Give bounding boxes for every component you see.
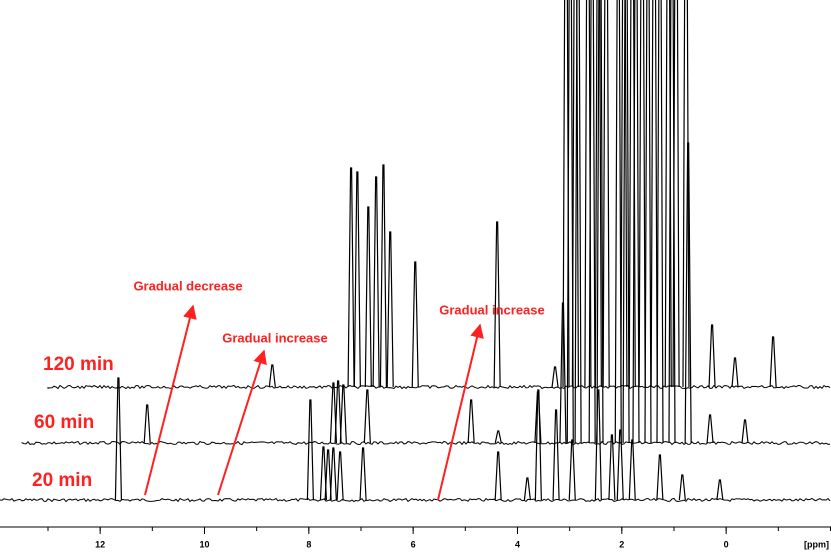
peak bbox=[372, 176, 380, 388]
peak bbox=[628, 439, 636, 501]
peak bbox=[620, 0, 628, 388]
annotation-arrow bbox=[437, 323, 484, 501]
peak bbox=[363, 389, 371, 444]
peak bbox=[664, 0, 672, 388]
peak bbox=[608, 434, 616, 501]
peak bbox=[324, 449, 332, 501]
peak bbox=[494, 451, 502, 501]
peak bbox=[411, 261, 419, 388]
peak bbox=[708, 324, 716, 388]
annotations: Gradual decrease Gradual increase Gradual … bbox=[133, 278, 545, 501]
x-tick-label: 2 bbox=[619, 539, 624, 549]
x-tick-label: 10 bbox=[199, 539, 209, 549]
peak bbox=[359, 447, 367, 501]
peak bbox=[596, 0, 604, 444]
peak bbox=[656, 0, 664, 444]
peak bbox=[568, 439, 576, 501]
peak bbox=[339, 384, 347, 444]
peak bbox=[329, 447, 337, 501]
annotation-arrow bbox=[144, 304, 197, 496]
annotation: Gradual increase bbox=[222, 330, 328, 345]
peak bbox=[523, 477, 531, 501]
peak bbox=[678, 474, 686, 501]
x-axis-ticks: 12 10 8 6 4 2 0 bbox=[47, 527, 831, 549]
peak bbox=[534, 389, 542, 501]
peak bbox=[594, 0, 602, 388]
peak bbox=[306, 399, 314, 501]
peak bbox=[494, 430, 502, 444]
peak bbox=[594, 389, 602, 501]
peak bbox=[467, 399, 475, 444]
series-label: 20 min bbox=[32, 470, 92, 491]
peak bbox=[706, 414, 714, 444]
annotation: Gradual increase bbox=[439, 302, 545, 317]
peak bbox=[731, 357, 739, 388]
peak bbox=[628, 0, 636, 388]
peak bbox=[268, 364, 276, 388]
spectra bbox=[0, 0, 831, 503]
peak bbox=[650, 0, 658, 388]
peak bbox=[379, 164, 388, 388]
peak bbox=[616, 429, 624, 501]
peak bbox=[614, 0, 622, 444]
peak bbox=[353, 171, 361, 388]
annotation-arrow bbox=[217, 349, 267, 496]
peak bbox=[672, 0, 680, 388]
x-axis-label: [ppm] bbox=[804, 539, 829, 549]
x-tick-label: 12 bbox=[95, 539, 105, 549]
x-tick-label: 0 bbox=[724, 539, 729, 549]
peak bbox=[656, 454, 664, 501]
x-tick-label: 4 bbox=[515, 539, 520, 549]
baseline bbox=[0, 497, 831, 503]
peak bbox=[622, 0, 630, 444]
peak bbox=[334, 380, 342, 444]
peak bbox=[552, 409, 560, 501]
peak bbox=[114, 377, 123, 501]
series-label: 120 min bbox=[43, 354, 114, 375]
peak bbox=[386, 231, 394, 388]
peak bbox=[574, 0, 582, 444]
peak bbox=[638, 0, 646, 388]
annotation: Gradual decrease bbox=[133, 278, 242, 293]
x-tick-label: 8 bbox=[306, 539, 311, 549]
peak bbox=[682, 0, 690, 388]
peak bbox=[493, 221, 501, 388]
peak bbox=[347, 167, 355, 388]
peak bbox=[584, 0, 592, 388]
x-tick-label: 6 bbox=[411, 539, 416, 549]
series-label: 60 min bbox=[34, 412, 94, 433]
peak bbox=[562, 0, 570, 388]
baseline bbox=[21, 440, 831, 446]
baseline bbox=[47, 384, 831, 390]
peak bbox=[319, 446, 328, 501]
peak bbox=[329, 382, 338, 444]
peak bbox=[602, 0, 610, 388]
peak bbox=[534, 391, 542, 444]
peak bbox=[336, 451, 344, 501]
peak bbox=[716, 479, 724, 501]
peak bbox=[644, 0, 652, 444]
peak bbox=[741, 419, 749, 444]
peak bbox=[551, 366, 559, 388]
peak bbox=[769, 336, 777, 388]
peak bbox=[143, 404, 151, 444]
peak bbox=[364, 206, 372, 388]
peak bbox=[571, 0, 579, 388]
